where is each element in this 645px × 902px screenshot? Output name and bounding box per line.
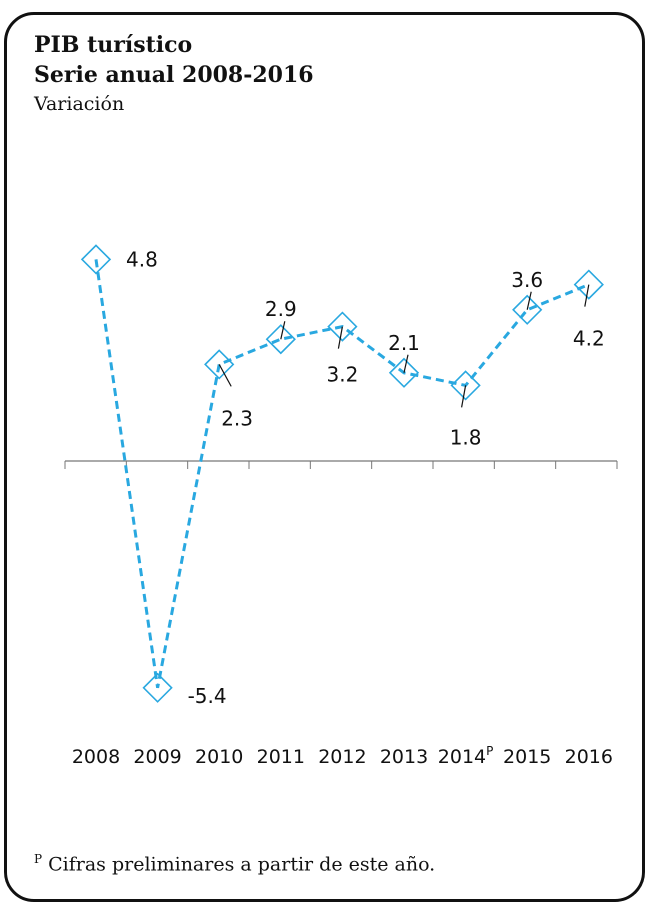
data-label-2010: 2.3 (221, 406, 253, 430)
x-tick-label-2012: 2012 (318, 746, 366, 768)
data-point-marker-2013 (388, 357, 420, 388)
data-point-marker-2016 (573, 269, 604, 300)
x-tick-label-2013: 2013 (380, 746, 428, 768)
data-point-marker-2012 (327, 311, 358, 342)
title-block: PIB turístico Serie anual 2008-2016 Vari… (34, 30, 314, 118)
footnote-text: Cifras preliminares a partir de este año… (42, 853, 436, 876)
x-tick-label-2011: 2011 (257, 746, 305, 768)
data-label-2009: -5.4 (188, 684, 227, 708)
data-point-marker-2010 (204, 349, 235, 380)
x-tick-label-2010: 2010 (195, 746, 243, 768)
data-label-leader-2010 (218, 364, 232, 387)
data-point-marker-2009 (142, 672, 173, 703)
data-label-leader-2011 (280, 321, 286, 340)
data-label-2008: 4.8 (126, 247, 158, 271)
chart-title-line-1: PIB turístico (34, 32, 193, 58)
data-point-marker-2015 (512, 294, 543, 325)
data-label-2014: 1.8 (450, 425, 482, 449)
data-label-leader-2016 (584, 284, 590, 307)
footnote: P Cifras preliminares a partir de este a… (34, 852, 435, 875)
data-label-2011: 2.9 (265, 297, 297, 321)
data-point-marker-2014 (450, 370, 481, 401)
chart-subtitle: Variación (34, 93, 125, 115)
x-tick-label-2008: 2008 (72, 746, 120, 768)
chart-title-line-2: Serie anual 2008-2016 (34, 62, 314, 88)
data-label-leader-2015 (526, 291, 532, 310)
x-tick-label-2016: 2016 (565, 746, 613, 768)
data-label-leader-2012 (337, 326, 343, 349)
footnote-marker: P (34, 852, 43, 866)
data-label-2016: 4.2 (573, 327, 605, 351)
x-tick-label-2015: 2015 (503, 746, 551, 768)
series-line (94, 259, 590, 689)
data-point-marker-2011 (265, 324, 296, 355)
data-label-leader-2014 (461, 385, 467, 408)
data-label-leader-2013 (403, 354, 409, 373)
x-tick-label-2014: 2014P (438, 744, 494, 768)
x-tick-label-2009: 2009 (133, 746, 181, 768)
data-label-2013: 2.1 (388, 331, 420, 355)
preliminary-marker: P (486, 744, 493, 758)
data-point-marker-2008 (80, 244, 112, 275)
data-label-2012: 3.2 (326, 363, 358, 387)
data-label-2015: 3.6 (511, 268, 543, 292)
